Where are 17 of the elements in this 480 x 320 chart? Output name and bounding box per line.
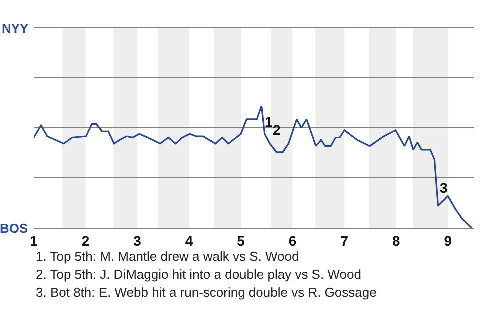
annotation: 1 [265,114,273,130]
x-tick-label: 9 [444,232,452,249]
x-tick-label: 3 [134,232,142,249]
text: NYY [2,21,30,36]
x-tick-label: 6 [288,232,297,249]
annotation: 3 [440,180,448,196]
annotation: 2 [273,122,281,138]
text: 3. Bot 8th: E. Webb hit a run-scoring double vs R. Gossage [36,285,377,300]
text: 2. Top 5th: J. DiMaggio hit into a double play vs S. Wood [36,267,362,282]
x-tick-label: 8 [392,232,400,249]
x-tick-label: 5 [237,232,246,249]
text: 1. Top 5th: M. Mantle drew a walk vs S. Wood [36,249,300,264]
text: BOS [0,221,28,236]
x-tick-label: 4 [185,232,194,249]
x-tick-label: 1 [30,232,38,249]
x-tick-label: 7 [340,232,349,249]
x-tick-label: 2 [82,232,90,249]
